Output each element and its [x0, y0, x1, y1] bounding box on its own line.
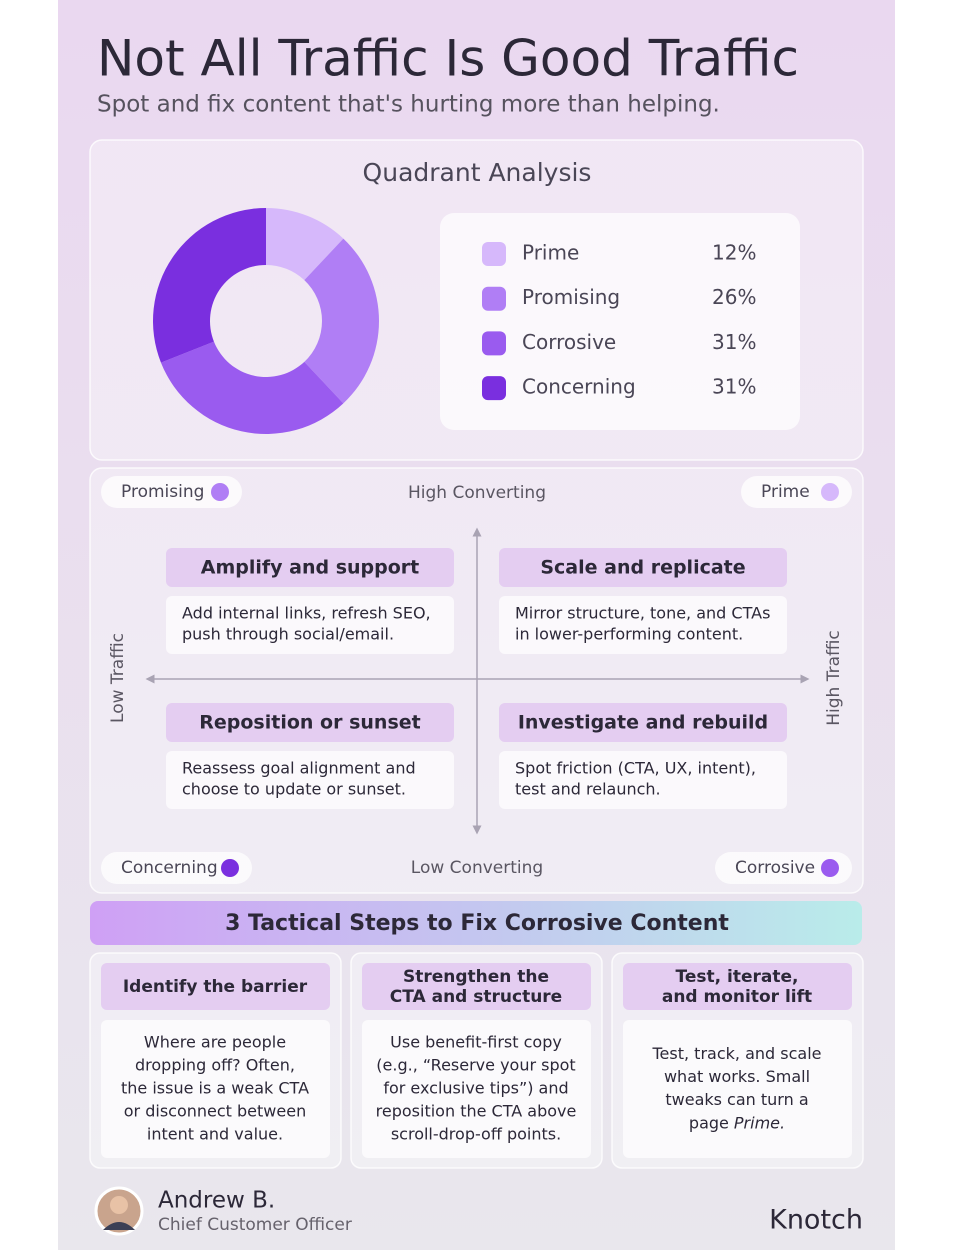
donut-slice [304, 238, 379, 404]
step-text: Use benefit-first copy [390, 1033, 562, 1052]
legend-swatch [482, 376, 506, 401]
donut [152, 208, 379, 435]
cell-text: Spot friction (CTA, UX, intent), [515, 759, 756, 778]
step-header [101, 963, 330, 1010]
step-title: CTA and structure [390, 987, 562, 1007]
quadrant: High Converting Low Converting Low Traffic… [101, 476, 852, 884]
step-header [362, 963, 591, 1010]
cell-text: test and relaunch. [515, 780, 661, 799]
cell-title: Scale and replicate [540, 557, 745, 579]
title: Not All Traffic Is Good Traffic [97, 30, 799, 88]
step-body [623, 1020, 852, 1158]
corner-dot [211, 483, 229, 501]
legend-label: Concerning [522, 375, 636, 399]
axis-label: High Traffic [824, 630, 844, 726]
cell-header [499, 703, 787, 742]
step-text: for exclusive tips”) and [383, 1079, 568, 1098]
corner-dot [821, 483, 839, 501]
step-text: Where are people [144, 1033, 286, 1052]
cell-text: Reassess goal alignment and [182, 759, 416, 778]
step-title: Test, iterate, [676, 967, 799, 987]
axis-label: High Converting [408, 483, 546, 503]
step-text: the issue is a weak CTA [121, 1079, 309, 1098]
legend-label: Prime [522, 241, 579, 265]
cell-text: Add internal links, refresh SEO, [182, 604, 431, 623]
cell-text: in lower-performing content. [515, 625, 743, 644]
axis-label: Low Traffic [108, 633, 128, 723]
legend-items: Prime 12% Promising 26% Corrosive 31% Concerni… [482, 241, 756, 401]
donut-slice [266, 208, 344, 281]
corner-dot [821, 859, 839, 877]
cell-title: Investigate and rebuild [518, 712, 768, 734]
subtitle: Spot and fix content that's hurting more… [97, 92, 720, 118]
legend-swatch [482, 331, 506, 356]
legend-swatch [482, 286, 506, 311]
brand: Knotch [769, 1205, 863, 1236]
step-text: intent and value. [147, 1125, 283, 1144]
step-text: what works. Small [664, 1067, 810, 1086]
step-title: Identify the barrier [123, 977, 308, 997]
avatar-body [103, 1222, 135, 1230]
cell-title: Amplify and support [201, 557, 420, 579]
corner-label: Prime [761, 482, 810, 502]
legend-label: Promising [522, 285, 620, 309]
step-text-part: page [689, 1113, 729, 1132]
corner-dot [221, 859, 239, 877]
corner-pill [741, 476, 852, 508]
step-header [623, 963, 852, 1010]
cell-body [499, 596, 787, 654]
legend [440, 213, 800, 430]
chart-title: Quadrant Analysis [363, 158, 592, 187]
legend-label: Corrosive [522, 330, 616, 354]
legend-value: 31% [712, 330, 756, 354]
cell-title: Reposition or sunset [199, 712, 420, 734]
corner-pill [101, 476, 242, 508]
corner-pill [715, 852, 852, 884]
cell-body [166, 751, 454, 809]
cell-text: choose to update or sunset. [182, 780, 406, 799]
step-body [101, 1020, 330, 1158]
cell-body [166, 596, 454, 654]
step-text: dropping off? Often, [135, 1056, 295, 1075]
corner-pill [101, 852, 252, 884]
step-body [362, 1020, 591, 1158]
axis-label: Low Converting [411, 858, 543, 878]
step-text: reposition the CTA above [376, 1102, 577, 1121]
cell-text: Mirror structure, tone, and CTAs [515, 604, 770, 623]
legend-swatch [482, 242, 506, 266]
author-role: Chief Customer Officer [158, 1215, 352, 1235]
step-text: Test, track, and scale [652, 1044, 822, 1063]
avatar-face [110, 1196, 128, 1214]
step-text: scroll-drop-off points. [391, 1125, 561, 1144]
steps-title: 3 Tactical Steps to Fix Corrosive Conten… [225, 911, 729, 936]
step-text-emphasis: Prime. [734, 1113, 785, 1132]
donut-slice [152, 208, 266, 363]
step-text: tweaks can turn a [665, 1090, 808, 1109]
steps-banner [90, 901, 862, 945]
legend-value: 31% [712, 375, 756, 399]
step-text: or disconnect between [124, 1102, 306, 1121]
legend-value: 12% [712, 241, 756, 265]
donut-slice [160, 341, 344, 435]
legend-value: 26% [712, 285, 756, 309]
step-title: and monitor lift [662, 987, 812, 1007]
step-title: Strengthen the [403, 967, 549, 987]
corner-label: Concerning [121, 858, 218, 878]
steps: Identify the barrier Where are people drop… [89, 952, 864, 1169]
cell-text: push through social/email. [182, 625, 394, 644]
corner-label: Corrosive [735, 858, 815, 878]
cell-header [499, 548, 787, 587]
cell-body [499, 751, 787, 809]
step-text: page Prime. [689, 1113, 785, 1132]
cell-header [166, 703, 454, 742]
author-name: Andrew B. [158, 1188, 275, 1214]
cell-header [166, 548, 454, 587]
step-text: (e.g., “Reserve your spot [376, 1056, 575, 1075]
corner-label: Promising [121, 482, 204, 502]
